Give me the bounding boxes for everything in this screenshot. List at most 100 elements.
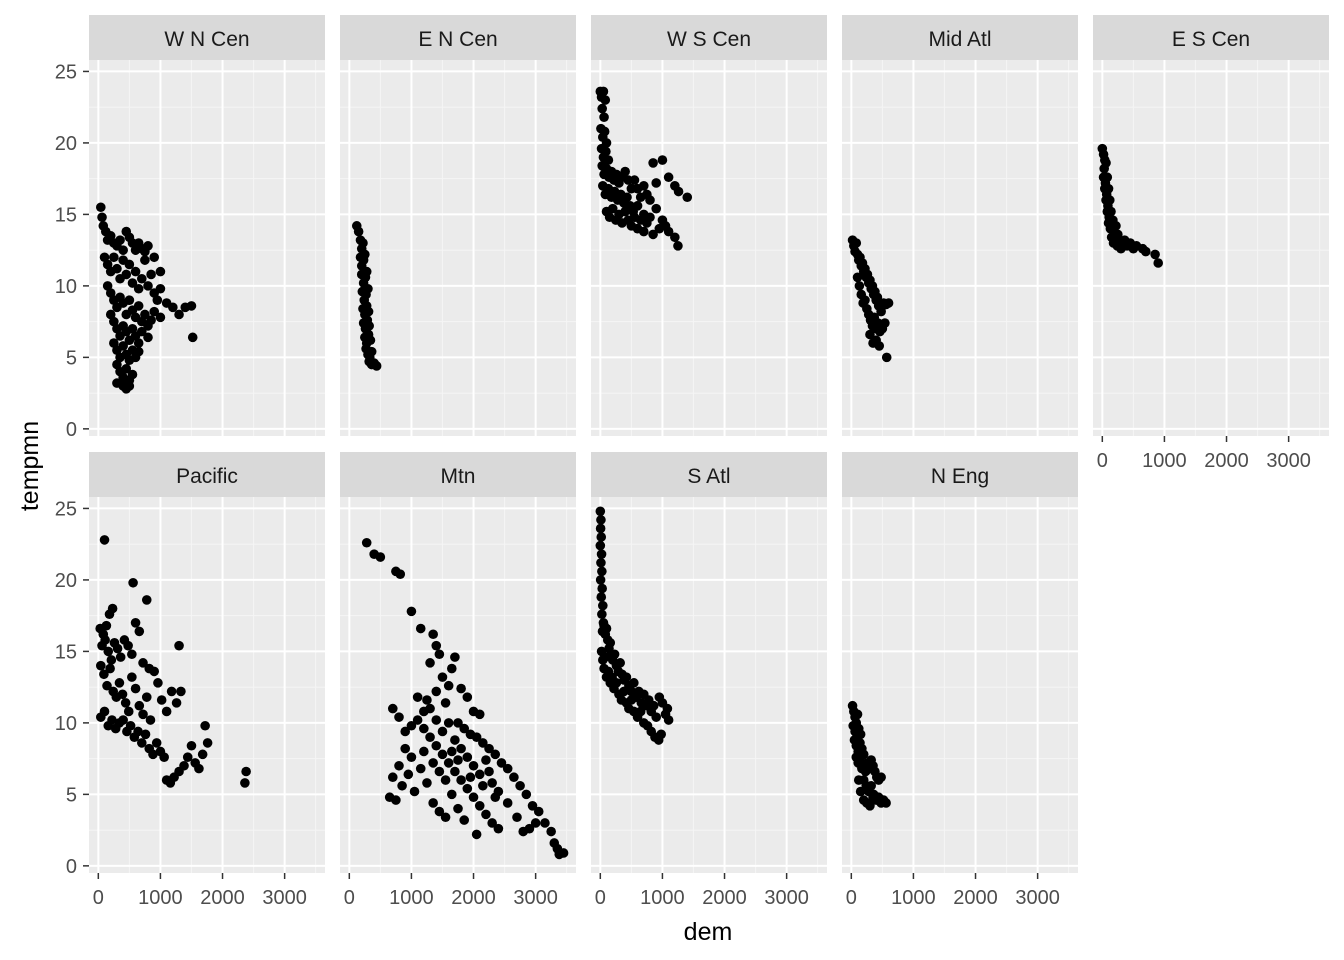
x-tick-label: 1000 (1142, 450, 1187, 472)
data-points (595, 86, 693, 251)
data-point (546, 826, 556, 837)
data-point (595, 523, 606, 534)
x-tick-label: 1000 (891, 887, 936, 909)
data-point (437, 749, 448, 760)
data-point (868, 792, 878, 803)
x-tick-label: 0 (595, 887, 606, 909)
panel-background (842, 60, 1078, 436)
data-point (524, 823, 535, 834)
data-point (112, 643, 123, 654)
facet-panel: E S Cen (1093, 15, 1329, 436)
y-tick-label: 0 (66, 856, 77, 878)
data-point (118, 245, 128, 255)
data-point (600, 95, 611, 105)
facet-strip-label: W S Cen (667, 28, 751, 51)
data-point (596, 592, 607, 602)
data-point (107, 603, 118, 614)
data-point (663, 226, 674, 237)
facet-strip (591, 452, 827, 497)
data-point (103, 646, 114, 657)
data-point (632, 201, 643, 211)
data-point (663, 715, 674, 725)
data-point (603, 155, 614, 165)
data-point (400, 743, 411, 754)
data-point (456, 775, 466, 785)
y-axis-layer: 0 5 10 15 20 25 0 5 10 15 20 25 (55, 61, 89, 878)
facet-panel: Pacific (89, 452, 325, 873)
facet-panel: W N Cen (89, 15, 325, 436)
data-point (437, 672, 448, 682)
facet-strip-label: Mtn (440, 465, 475, 488)
facet-strip-label: W N Cen (164, 28, 249, 51)
data-point (106, 655, 117, 665)
data-point (471, 732, 482, 742)
data-point (440, 812, 451, 823)
facet-strip-label: Pacific (176, 465, 238, 488)
data-point (102, 281, 113, 291)
data-point (128, 577, 138, 588)
data-point (540, 818, 550, 828)
panel-background (89, 497, 325, 873)
data-point (533, 806, 544, 817)
y-tick-label: 25 (55, 61, 77, 83)
x-tick-label: 2000 (451, 887, 496, 909)
data-point (127, 369, 138, 380)
data-point (422, 695, 432, 705)
data-point (854, 281, 865, 291)
data-points (361, 537, 569, 860)
data-point (133, 301, 144, 311)
y-tick-label: 15 (55, 204, 77, 226)
data-point (179, 760, 189, 771)
data-point (530, 818, 541, 828)
data-point (133, 726, 143, 737)
data-point (118, 341, 128, 351)
data-point (425, 658, 435, 668)
data-point (155, 312, 166, 323)
x-tick-label: 0 (344, 887, 355, 909)
data-point (138, 709, 148, 720)
data-point (96, 202, 106, 213)
data-point (124, 295, 135, 305)
data-point (149, 252, 160, 263)
data-point (112, 359, 122, 370)
data-point (596, 532, 607, 542)
data-point (109, 316, 119, 327)
data-point (105, 309, 116, 320)
facet-panel: Mtn (340, 452, 576, 873)
data-point (465, 772, 476, 783)
data-point (663, 172, 674, 183)
y-axis-title: tempmn (16, 421, 44, 511)
x-tick-label: 1000 (640, 887, 685, 909)
facet-panel: N Eng (842, 452, 1078, 873)
data-point (133, 283, 144, 294)
data-point (366, 346, 377, 357)
data-point (241, 766, 251, 777)
data-point (117, 689, 128, 700)
data-point (866, 780, 876, 791)
data-point (598, 600, 608, 611)
data-point (440, 698, 451, 708)
data-point (471, 829, 482, 840)
data-point (468, 760, 479, 771)
data-point (446, 789, 457, 800)
data-point (200, 720, 210, 731)
data-point (502, 763, 513, 774)
data-point (136, 273, 147, 284)
y-tick-label: 20 (55, 570, 77, 592)
data-point (459, 723, 470, 734)
data-point (428, 758, 438, 768)
data-point (487, 778, 497, 788)
data-point (682, 192, 693, 203)
data-point (375, 552, 386, 562)
data-point (598, 86, 609, 97)
data-point (412, 715, 423, 725)
data-point (462, 692, 473, 702)
data-point (670, 232, 680, 243)
data-point (101, 620, 112, 631)
data-point (202, 738, 213, 748)
data-point (155, 283, 166, 294)
y-tick-label: 5 (66, 784, 77, 806)
data-point (883, 298, 894, 308)
data-point (371, 361, 382, 371)
